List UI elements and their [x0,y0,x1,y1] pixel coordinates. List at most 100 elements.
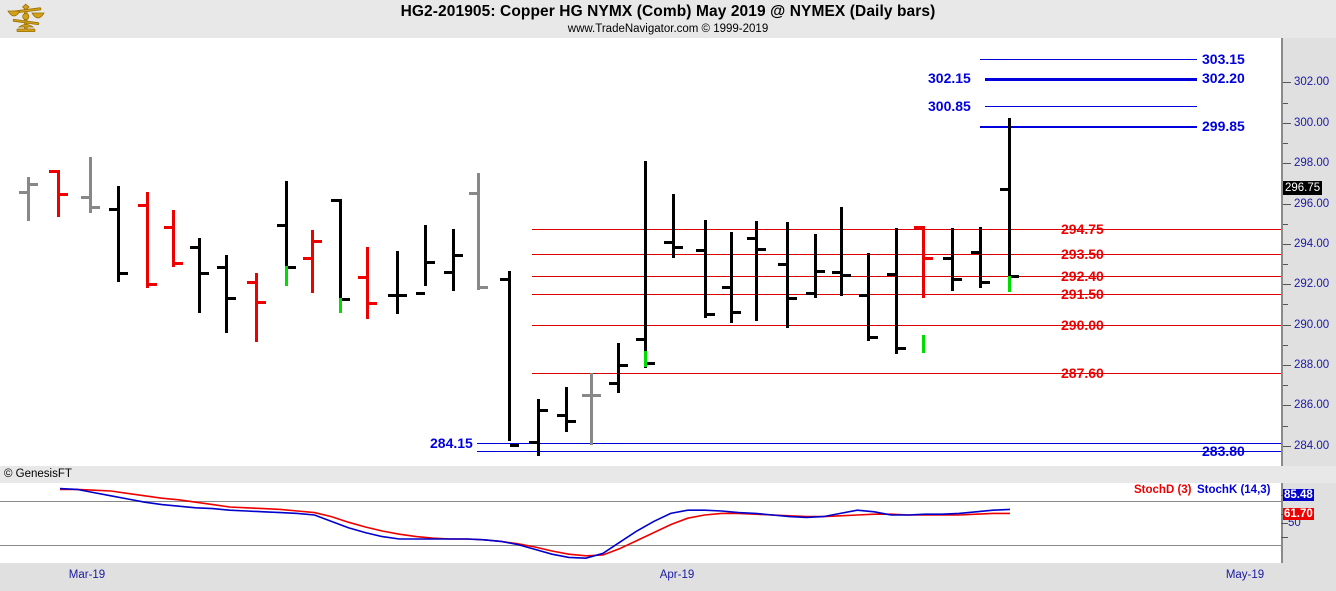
ohlc-open-tick [190,245,199,249]
ohlc-open-tick [469,192,478,196]
resistance-line[interactable] [532,294,1281,296]
ohlc-bar[interactable] [255,273,258,342]
projection-line[interactable] [980,59,1197,61]
ohlc-bar[interactable] [311,229,314,294]
ohlc-bar[interactable] [867,253,870,341]
ohlc-close-tick [953,278,962,282]
ohlc-bar[interactable] [565,387,568,432]
ohlc-bar[interactable] [617,342,620,394]
stoch-k-legend[interactable]: StochK (14,3) [1197,484,1271,496]
ohlc-bar[interactable] [786,221,789,328]
projection-label-left: 300.85 [928,97,971,114]
ohlc-bar[interactable] [424,224,427,287]
price-axis-minor-tick [1283,344,1288,346]
ohlc-open-tick [832,271,841,275]
ohlc-open-tick [247,281,256,285]
projection-label-right: 303.15 [1202,51,1245,68]
ohlc-bar[interactable] [730,231,733,323]
ohlc-bar[interactable] [366,246,369,319]
resistance-line[interactable] [532,276,1281,278]
ohlc-bar[interactable] [951,227,954,292]
projection-line[interactable] [985,78,1197,82]
ohlc-bar[interactable] [814,233,817,299]
ohlc-bar[interactable] [979,226,982,289]
ohlc-close-tick [897,346,906,350]
ohlc-close-tick [479,286,488,290]
stochastic-indicator-pane[interactable] [0,483,1281,565]
ohlc-close-tick [398,294,407,298]
ohlc-close-tick [313,239,322,243]
price-axis-label: 284.00 [1294,439,1330,452]
ohlc-bar[interactable] [396,250,399,314]
ohlc-bar[interactable] [922,225,925,299]
ohlc-open-tick [806,292,815,296]
price-axis-label: 286.00 [1294,399,1330,412]
date-axis[interactable]: Mar-19 Apr-19 May-19 [0,563,1336,591]
ohlc-bar[interactable] [117,186,120,283]
ohlc-bar[interactable] [840,206,843,297]
price-chart-pane[interactable] [0,38,1281,467]
ohlc-bar[interactable] [590,373,593,445]
resistance-line[interactable] [532,254,1281,256]
ohlc-close-tick [567,419,576,423]
ohlc-bar[interactable] [27,177,30,221]
ohlc-open-tick [887,273,896,277]
ohlc-open-tick [557,413,566,417]
date-axis-label: Mar-19 [68,569,106,581]
ohlc-close-tick [788,297,797,301]
ohlc-bar[interactable] [704,219,707,318]
ohlc-close-tick [200,272,209,276]
ohlc-bar[interactable] [452,228,455,292]
ohlc-open-tick [500,278,509,282]
vendor-watermark: © GenesisFT [4,468,72,480]
projection-label-right: 283.80 [1202,442,1245,459]
ohlc-bar[interactable] [477,173,480,291]
projection-line[interactable] [477,450,1281,452]
ohlc-open-tick [529,440,538,444]
price-axis[interactable]: 302.00 300.00 298.00 296.00 294.00 292.00 290.… [1281,38,1336,467]
ohlc-bar[interactable] [537,399,540,456]
price-axis-tick [1283,243,1291,245]
ohlc-bar[interactable] [508,271,511,441]
ohlc-open-tick [747,236,756,240]
ohlc-bar-green-segment [285,266,288,287]
ohlc-bar[interactable] [198,237,201,313]
ohlc-bar[interactable] [672,194,675,259]
price-axis-label: 290.00 [1294,318,1330,331]
ohlc-close-tick [148,283,157,287]
ohlc-bar[interactable] [644,161,647,369]
ohlc-close-tick [592,394,601,398]
ohlc-open-tick [19,191,28,195]
ohlc-bar[interactable] [225,255,228,333]
projection-line[interactable] [980,125,1197,128]
price-axis-label: 296.00 [1294,197,1330,210]
price-axis-minor-tick [1283,425,1288,427]
ohlc-bar-green-segment [1008,276,1011,293]
ohlc-bar[interactable] [146,192,149,289]
ohlc-bar[interactable] [172,209,175,268]
ohlc-open-tick [971,251,980,254]
ohlc-close-tick [119,272,128,276]
projection-line[interactable] [985,105,1197,107]
resistance-line[interactable] [532,373,1281,375]
ohlc-open-tick [914,225,923,229]
ohlc-bar[interactable] [57,170,60,217]
price-axis-tick [1283,405,1291,407]
ohlc-bar[interactable] [339,198,342,312]
ohlc-close-tick [706,312,715,316]
ohlc-bar[interactable] [1008,117,1011,293]
ohlc-open-tick [109,207,118,211]
ohlc-close-tick [59,193,68,197]
ohlc-bar[interactable] [895,227,898,354]
ohlc-bar[interactable] [755,220,758,321]
projection-label-left: 284.15 [430,434,473,451]
stoch-d-legend[interactable]: StochD (3) [1134,484,1192,496]
resistance-line[interactable] [532,228,1281,230]
ohlc-bar[interactable] [285,181,288,283]
ohlc-close-tick [732,310,741,314]
ohlc-bar[interactable] [89,157,92,213]
projection-line[interactable] [477,442,1281,444]
price-axis-minor-tick [1283,304,1288,306]
price-axis-tick [1283,203,1291,205]
resistance-line[interactable] [532,324,1281,326]
